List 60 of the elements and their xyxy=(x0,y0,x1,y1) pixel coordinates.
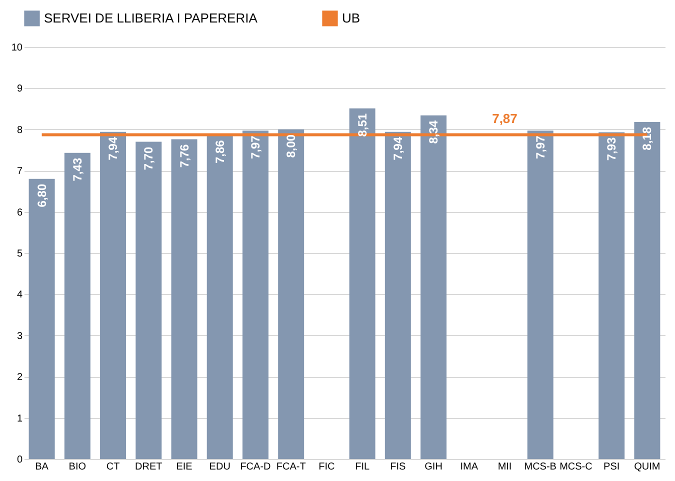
x-tick-label: QUIM xyxy=(634,462,660,472)
annotation: 7,87 xyxy=(492,110,518,126)
y-tick-label: 1 xyxy=(16,413,23,424)
y-tick-label: 4 xyxy=(16,290,23,301)
y-tick-label: 8 xyxy=(16,124,23,136)
x-tick-label: FIL xyxy=(355,462,370,472)
y-tick-label: 0 xyxy=(16,454,23,466)
data-label: 7,86 xyxy=(212,140,227,164)
data-label: 7,76 xyxy=(177,144,192,168)
x-tick-label: MII xyxy=(498,462,512,472)
y-tick-label: 6 xyxy=(16,207,23,218)
x-tick-label: FCA-D xyxy=(240,462,271,472)
bar xyxy=(100,132,126,459)
bar xyxy=(598,132,625,459)
data-label: 8,18 xyxy=(640,126,654,150)
x-tick-label: EIE xyxy=(176,462,193,472)
data-label: 7,94 xyxy=(106,136,120,160)
data-label: 7,70 xyxy=(142,146,156,170)
x-tick-label: GIH xyxy=(424,462,442,472)
x-tick-label: BIO xyxy=(68,462,86,472)
data-label: 8,51 xyxy=(355,113,370,137)
y-tick-label: 3 xyxy=(16,330,23,342)
bar xyxy=(278,129,304,459)
x-tick-label: PSI xyxy=(604,462,620,472)
data-label: 8,34 xyxy=(426,120,441,144)
y-tick-label: 7 xyxy=(16,166,23,178)
bar xyxy=(136,142,162,459)
data-label: 7,43 xyxy=(70,158,84,182)
x-tick-label: FIC xyxy=(318,462,335,472)
x-tick-label: CT xyxy=(106,462,120,472)
data-label: 7,97 xyxy=(248,135,262,159)
bar xyxy=(242,130,268,459)
x-tick-label: DRET xyxy=(135,462,162,472)
x-tick-label: IMA xyxy=(460,462,478,472)
data-label: 7,93 xyxy=(604,136,619,161)
bar xyxy=(206,135,233,459)
bar xyxy=(171,139,198,459)
x-tick-label: FCA-T xyxy=(276,462,306,472)
data-label: 7,94 xyxy=(390,136,405,160)
data-label: 8,00 xyxy=(284,134,298,158)
data-label: 6,80 xyxy=(34,184,49,208)
y-tick-label: 9 xyxy=(16,84,23,95)
x-tick-label: MCS-C xyxy=(560,462,592,472)
bar xyxy=(64,152,90,459)
x-tick-label: BA xyxy=(35,462,49,472)
legend-label: UB xyxy=(342,10,360,26)
bar xyxy=(420,115,447,459)
bar xyxy=(384,132,411,459)
y-tick-label: 2 xyxy=(16,372,23,384)
legend-label: SERVEI DE LLIBERIA I PAPERERIA xyxy=(44,10,258,26)
x-tick-label: FIS xyxy=(390,462,406,472)
x-tick-label: EDU xyxy=(209,462,230,472)
x-tick-label: MCS-B xyxy=(524,462,557,472)
data-label: 7,97 xyxy=(533,135,548,159)
bar xyxy=(634,122,660,459)
bar xyxy=(349,108,376,459)
bar xyxy=(28,178,55,459)
y-tick-label: 5 xyxy=(16,248,23,260)
bar xyxy=(527,130,554,459)
y-tick-label: 10 xyxy=(11,42,23,54)
